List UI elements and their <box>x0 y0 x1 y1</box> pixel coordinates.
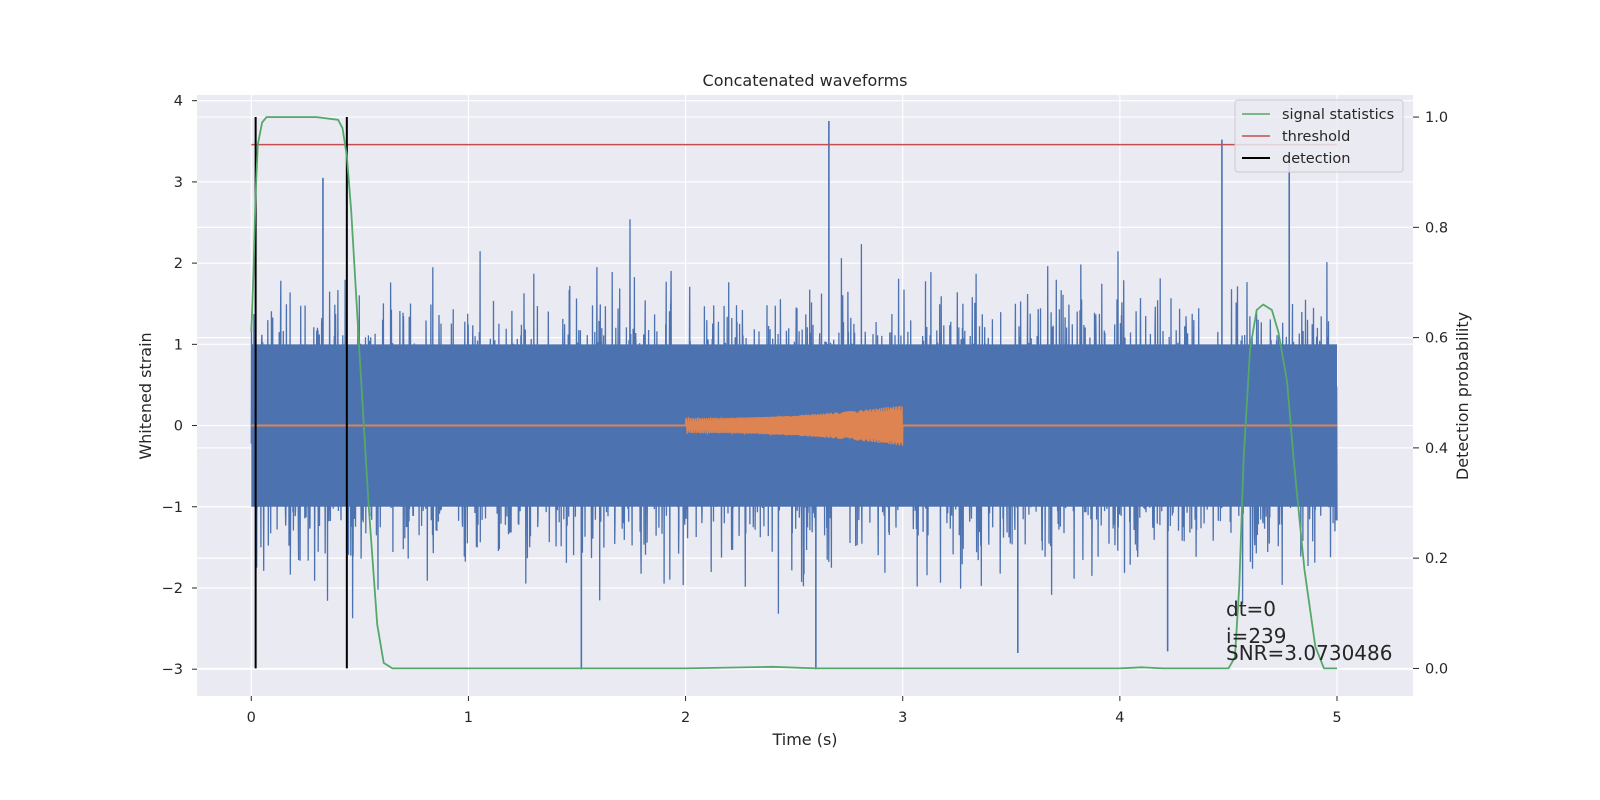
y-axis-right-label: Detection probability <box>1453 312 1472 480</box>
x-tick-label-3: 3 <box>898 710 907 726</box>
y-tick-label-7: 4 <box>174 94 183 110</box>
y-axis-label: Whitened strain <box>136 332 155 459</box>
y-tick-label-5: 2 <box>174 256 183 272</box>
y-tick-label-0: −3 <box>162 662 183 678</box>
legend: signal statistics threshold detection <box>1234 99 1404 173</box>
x-axis-label: Time (s) <box>771 730 837 749</box>
x-tick-label-4: 4 <box>1115 710 1124 726</box>
x-tick-label-2: 2 <box>681 710 690 726</box>
y-right-tick-label-0: 0.0 <box>1425 661 1448 677</box>
annotation-dt: dt=0 <box>1226 597 1276 621</box>
legend-box <box>1234 99 1404 173</box>
x-tick-label-1: 1 <box>464 710 473 726</box>
signal-statistics-line <box>250 116 1337 670</box>
y-right-tick-label-4: 0.8 <box>1425 220 1448 236</box>
legend-label-threshold: threshold <box>1282 129 1350 145</box>
x-tick-label-5: 5 <box>1332 710 1341 726</box>
tick-labels: 0 1 2 3 4 5 −3 −2 −1 0 1 2 3 4 0.0 0.2 0.4 0.6 0.8 1.0 <box>162 94 1448 726</box>
y-tick-label-2: −1 <box>162 500 183 516</box>
y-tick-label-3: 0 <box>174 419 183 435</box>
y-right-tick-label-3: 0.6 <box>1425 331 1448 347</box>
y-right-tick-label-2: 0.4 <box>1425 441 1448 457</box>
y-tick-label-4: 1 <box>174 337 183 353</box>
annotation-i: i=239 <box>1226 624 1287 648</box>
injection-chirp-line <box>684 406 904 446</box>
y-tick-label-1: −2 <box>162 581 183 597</box>
annotation-block: dt=0 i=239 SNR=3.0730486 <box>1226 597 1392 665</box>
y-right-tick-label-1: 0.2 <box>1425 551 1448 567</box>
annotation-snr: SNR=3.0730486 <box>1226 641 1392 665</box>
chart-title: Concatenated waveforms <box>703 71 908 90</box>
y-tick-label-6: 3 <box>174 175 183 191</box>
y-right-tick-label-5: 1.0 <box>1425 110 1448 126</box>
legend-label-signal-statistics: signal statistics <box>1282 107 1394 123</box>
x-tick-label-0: 0 <box>247 710 256 726</box>
legend-label-detection: detection <box>1282 151 1350 167</box>
plot-area <box>250 116 1338 670</box>
